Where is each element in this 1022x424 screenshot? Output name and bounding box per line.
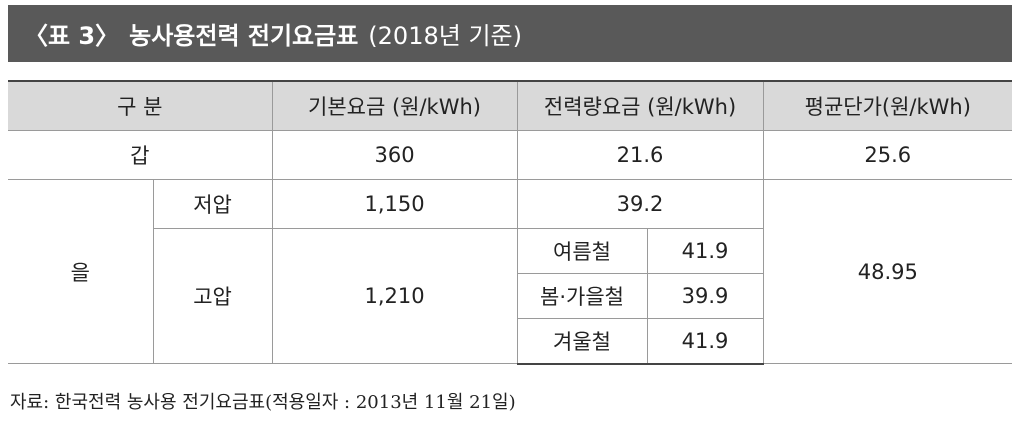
cell: 21.6: [516, 130, 764, 180]
row: 을 저압 1,150 39.2 48.95: [8, 179, 1013, 364]
cell: 39.2: [516, 179, 764, 229]
source-note: 자료: 한국전력 농사용 전기요금표(적용일자 : 2013년 11월 21일): [10, 392, 516, 413]
cell: 갑: [8, 130, 273, 180]
title-note: (2018년 기준): [368, 22, 522, 50]
tariff-table: 구 분 기본요금 (원/kWh) 전력량요금 (원/kWh) 평균단가(원/kW…: [8, 80, 1013, 365]
cell: 25.6: [762, 130, 1013, 180]
column-header: 구 분: [8, 80, 273, 131]
cell: 여름철: [516, 228, 648, 274]
cell: 을: [8, 179, 154, 364]
row: 고압 1,210 여름철 41.9: [8, 228, 1012, 364]
table-title: 농사용전력 전기요금표: [129, 22, 359, 50]
title-bar: 〈표 3〉 농사용전력 전기요금표 (2018년 기준): [8, 5, 1012, 62]
cell: 1,150: [271, 179, 518, 229]
header-row: 구 분 기본요금 (원/kWh) 전력량요금 (원/kWh) 평균단가(원/kW…: [8, 80, 1013, 131]
cell: 봄·가을철: [517, 273, 648, 319]
cell: 39.9: [646, 273, 764, 319]
cell: 1,210: [271, 228, 518, 364]
cell: 41.9: [646, 318, 764, 365]
row: 갑 360 21.6 25.6: [8, 130, 1013, 180]
row: 봄·가을철 39.9: [8, 273, 1012, 319]
cell: 360: [271, 130, 518, 180]
column-header: 평균단가(원/kWh): [762, 80, 1013, 131]
cell: 겨울철: [517, 318, 648, 365]
row: 겨울철 41.9: [8, 318, 1012, 365]
column-header: 전력량요금 (원/kWh): [516, 80, 764, 131]
cell: 48.95: [762, 179, 1013, 364]
table-label: 〈표 3〉: [24, 22, 120, 50]
cell: 고압: [153, 228, 273, 364]
cell: 저압: [152, 179, 273, 229]
column-header: 기본요금 (원/kWh): [271, 80, 518, 131]
cell: 41.9: [646, 228, 764, 274]
